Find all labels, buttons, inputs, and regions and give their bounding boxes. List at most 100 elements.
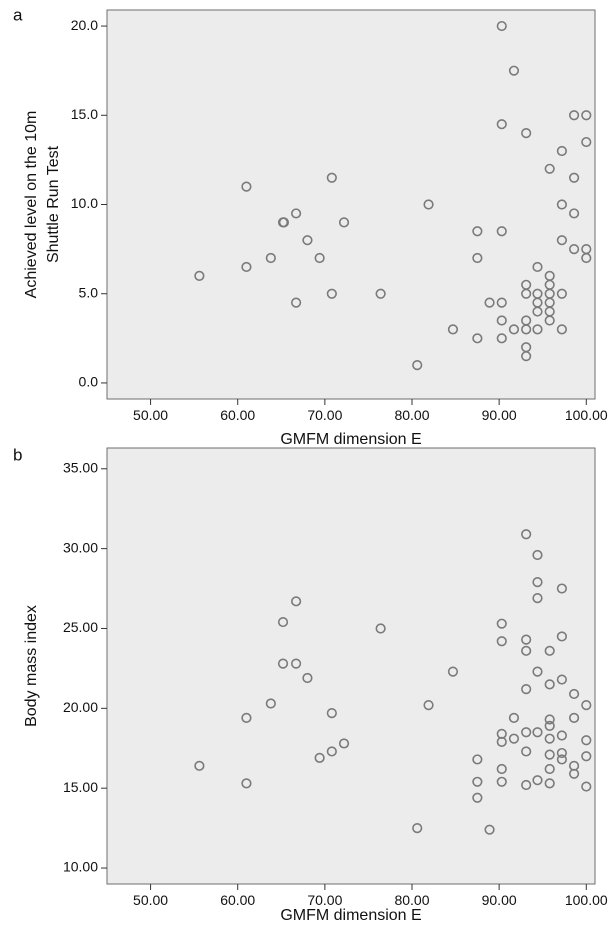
data-point [472, 333, 483, 344]
data-point [544, 749, 555, 760]
panel-a: a 0.0 5.0 10.0 15.0 20.0 50.00 60.00 70.00 80.00 9… [13, 5, 608, 448]
data-point [265, 252, 276, 264]
data-point [496, 776, 507, 787]
data-point [277, 658, 289, 669]
data-point [544, 720, 555, 731]
data-point [556, 235, 567, 246]
y-tick-label: 0.0 [79, 374, 99, 390]
data-point [556, 324, 567, 335]
data-point [568, 768, 580, 779]
data-point [447, 666, 459, 677]
data-point [338, 738, 350, 749]
data-point [556, 730, 567, 741]
x-axis-label: GMFM dimension E [280, 907, 421, 922]
data-point [496, 736, 507, 747]
data-point [291, 658, 302, 669]
data-point [556, 288, 567, 299]
y-tick-label: 15.00 [63, 779, 98, 795]
data-point [581, 781, 592, 792]
data-point [291, 297, 302, 308]
y-tick-label: 35.00 [63, 459, 98, 475]
data-point [544, 315, 555, 326]
y-tick-label: 15.0 [71, 106, 98, 122]
data-point [472, 776, 483, 787]
data-point [556, 145, 567, 157]
data-point [581, 700, 592, 711]
data-point [544, 733, 555, 744]
data-point [291, 596, 302, 607]
data-point [484, 297, 495, 308]
data-point [568, 172, 580, 183]
x-tick-label: 100.00 [565, 407, 608, 423]
data-point [447, 324, 459, 335]
data-point [544, 679, 555, 690]
data-point [521, 324, 532, 335]
data-point [278, 217, 290, 228]
data-point [532, 324, 543, 335]
data-point [568, 712, 580, 724]
x-axis-label: GMFM dimension E [280, 431, 421, 448]
data-point [423, 199, 434, 210]
data-point [532, 593, 543, 604]
data-point [496, 226, 507, 237]
data-point [581, 751, 592, 762]
data-point [556, 747, 567, 759]
y-axis-label: Body mass index [23, 605, 40, 727]
data-point [412, 359, 423, 371]
y-tick-label: 10.00 [63, 859, 98, 875]
data-point [521, 645, 532, 656]
y-tick-label: 5.0 [79, 284, 99, 300]
data-point [472, 792, 483, 803]
data-point [496, 297, 507, 308]
data-point [544, 714, 555, 725]
x-tick-label: 90.00 [482, 407, 517, 423]
data-point [521, 529, 532, 540]
data-point [581, 110, 592, 121]
data-point [508, 733, 520, 744]
data-point [568, 208, 580, 219]
data-point [568, 688, 580, 700]
data-point [581, 252, 592, 264]
data-point [521, 779, 532, 791]
data-point [241, 261, 252, 273]
data-point [338, 217, 350, 228]
x-tick-label: 80.00 [394, 892, 429, 908]
data-point [194, 760, 205, 771]
data-point [532, 577, 543, 588]
data-point [556, 583, 567, 594]
data-point [326, 288, 337, 299]
data-point [326, 172, 337, 183]
data-point [314, 252, 325, 264]
x-tick-label: 60.00 [220, 407, 255, 423]
data-point [265, 698, 276, 709]
data-point [496, 315, 507, 326]
data-point [472, 226, 483, 237]
x-tick-label: 50.00 [133, 407, 168, 423]
data-point [556, 199, 567, 210]
panel-label: a [13, 5, 23, 24]
data-point [496, 333, 507, 344]
data-point [532, 549, 543, 561]
data-point [521, 684, 532, 695]
data-point [544, 645, 555, 656]
panel-b: b 10.00 15.00 20.00 25.00 30.00 35.00 50.00 60.0… [13, 445, 608, 924]
y-tick-label: 20.0 [71, 17, 98, 33]
data-point [496, 618, 507, 629]
data-point [496, 763, 507, 775]
data-point [472, 754, 483, 765]
y-tick-label: 10.0 [71, 195, 98, 211]
data-point [484, 824, 495, 835]
x-tick-label: 50.00 [133, 892, 168, 908]
data-point [568, 110, 580, 121]
data-point [496, 119, 507, 130]
y-axis-label: Achieved level on the 10m [23, 111, 40, 299]
data-point [532, 261, 543, 273]
y-tick-label: 20.00 [63, 699, 98, 715]
data-point [532, 775, 543, 786]
data-point [496, 636, 507, 647]
data-point [521, 288, 532, 299]
data-point [544, 763, 555, 775]
data-point [302, 235, 313, 246]
data-point [375, 623, 386, 634]
